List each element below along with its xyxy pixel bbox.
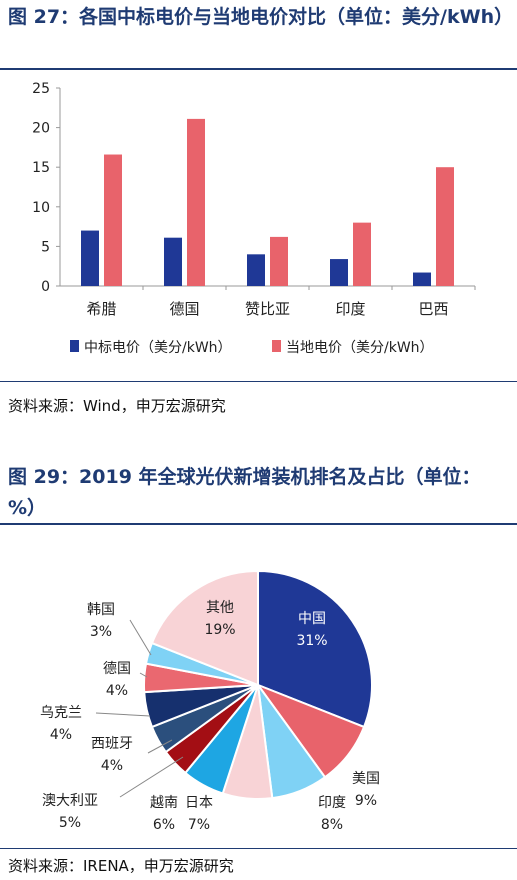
bar-local-price [104, 154, 122, 286]
x-tick-label: 巴西 [418, 300, 448, 318]
pie-chart: 中国 31% 美国 9% 印度 8% 日本 7% 越南 6% 西班牙 4% 乌克兰 4% 澳大利亚 5% 德国 4… [40, 569, 380, 833]
slice-percent: 7% [188, 817, 210, 833]
figure-2-source-rule [0, 848, 517, 849]
bar-bid-price [164, 237, 182, 286]
pie-slice-10 [150, 569, 259, 687]
slice-label: 西班牙 [91, 736, 133, 752]
leader-line [129, 619, 152, 656]
figure-1-source-rule [0, 381, 517, 382]
slice-label: 越南 [150, 795, 178, 811]
y-tick-label: 10 [32, 200, 50, 216]
slice-label: 印度 [318, 795, 346, 811]
slice-label: 其他 [206, 600, 234, 616]
slice-percent: 4% [101, 758, 123, 774]
figure-2-source: 资料来源：IRENA，申万宏源研究 [8, 857, 234, 875]
pie-slice-0 [257, 569, 373, 729]
slice-percent: 4% [106, 683, 128, 699]
slice-percent: 6% [153, 817, 175, 833]
bar-local-price [187, 118, 205, 286]
figure-1-source: 资料来源：Wind，申万宏源研究 [8, 397, 226, 415]
y-tick-label: 0 [41, 279, 50, 295]
x-tick-label: 德国 [169, 300, 199, 318]
legend-label: 中标电价（美分/kWh） [84, 340, 232, 356]
bar-bid-price [81, 230, 99, 286]
slice-label: 德国 [103, 661, 131, 677]
y-tick-label: 25 [32, 81, 50, 97]
slice-label: 澳大利亚 [42, 793, 98, 809]
bar-local-price [436, 167, 454, 286]
figure-2-title: 图 29：2019 年全球光伏新增装机排名及占比（单位：%） [8, 466, 481, 519]
leader-line [147, 739, 173, 754]
slice-percent: 9% [355, 793, 377, 809]
slice-label: 美国 [352, 771, 380, 787]
slice-label: 乌克兰 [40, 705, 82, 721]
slice-percent: 4% [50, 727, 72, 743]
slice-percent: 3% [90, 624, 112, 640]
bar-bid-price [247, 254, 265, 286]
slice-label: 韩国 [87, 602, 115, 618]
slice-label: 日本 [185, 795, 213, 811]
figure-1-title: 图 27：各国中标电价与当地电价对比（单位：美分/kWh） [8, 6, 514, 28]
bar-local-price [353, 222, 371, 286]
x-tick-label: 希腊 [86, 300, 116, 318]
x-tick-label: 印度 [335, 300, 365, 318]
slice-percent: 19% [204, 622, 235, 638]
slice-label: 中国 [298, 611, 326, 627]
figure-1-title-rule [0, 68, 517, 70]
figure-2-title-rule [0, 523, 517, 525]
leader-line [95, 712, 151, 717]
leader-line [139, 672, 148, 678]
legend-label: 当地电价（美分/kWh） [286, 340, 434, 356]
x-tick-label: 赞比亚 [245, 300, 290, 318]
bar-bid-price [330, 259, 348, 286]
bar-local-price [270, 236, 288, 286]
slice-percent: 5% [59, 815, 81, 831]
leader-line [119, 756, 184, 798]
legend-swatch [70, 340, 79, 352]
y-tick-label: 20 [32, 121, 50, 137]
y-tick-label: 5 [41, 239, 50, 255]
slice-percent: 8% [321, 817, 343, 833]
slice-percent: 31% [296, 633, 327, 649]
bar-bid-price [413, 272, 431, 286]
legend-swatch [272, 340, 281, 352]
y-tick-label: 15 [32, 160, 50, 176]
